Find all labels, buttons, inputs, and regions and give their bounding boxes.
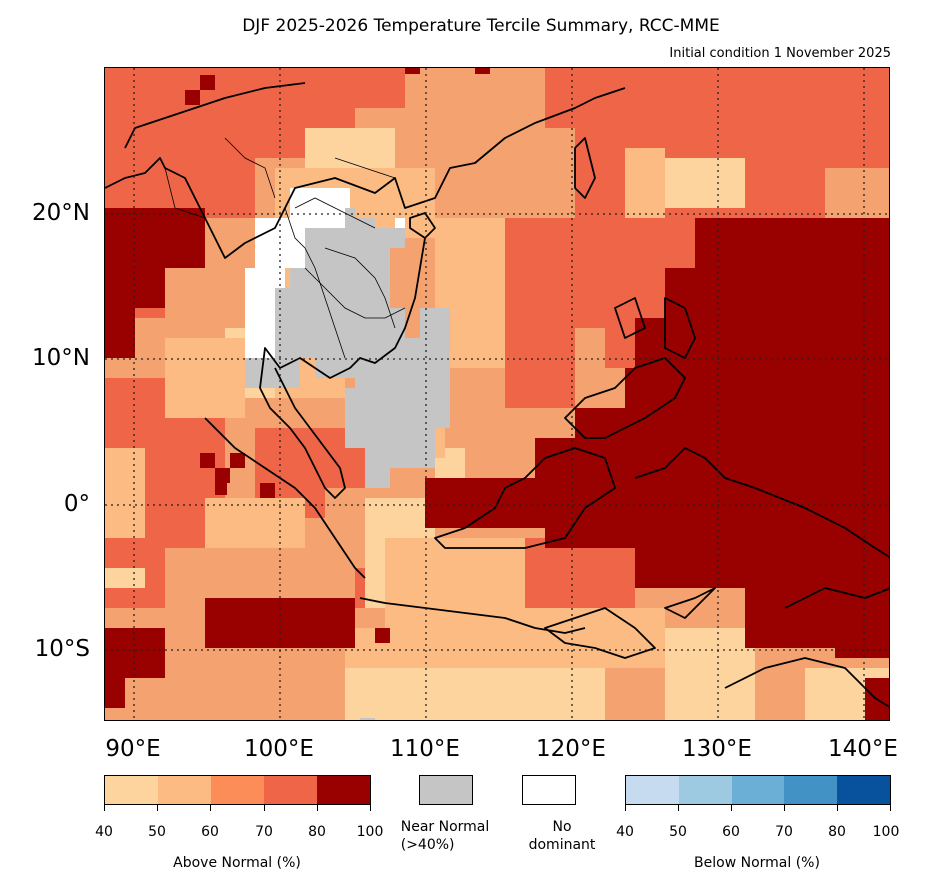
lon-label-120e: 120°E bbox=[536, 736, 606, 762]
below-normal-50-60-swatch bbox=[678, 776, 732, 804]
below-normal-title: Below Normal (%) bbox=[694, 855, 820, 871]
lat-label-10s: 10°S bbox=[34, 636, 90, 662]
map-canvas bbox=[105, 68, 889, 720]
near-normal-label: Near Normal (>40%) bbox=[400, 819, 490, 853]
gridlines bbox=[105, 68, 889, 720]
below-normal-40-50-swatch bbox=[626, 776, 679, 804]
lat-label-20n: 20°N bbox=[32, 200, 90, 226]
above-tick-80: 80 bbox=[308, 824, 326, 840]
above-normal-60-70-swatch bbox=[211, 776, 264, 804]
coastlines bbox=[105, 82, 889, 708]
above-normal-80-100-swatch bbox=[317, 776, 370, 804]
map-title: DJF 2025-2026 Temperature Tercile Summar… bbox=[242, 16, 720, 36]
below-tick-40: 40 bbox=[616, 824, 634, 840]
lon-label-130e: 130°E bbox=[682, 736, 752, 762]
above-normal-50-60-swatch bbox=[158, 776, 211, 804]
initial-condition-subtitle: Initial condition 1 November 2025 bbox=[669, 46, 891, 61]
near-normal-swatch bbox=[419, 775, 473, 805]
above-tick-40: 40 bbox=[95, 824, 113, 840]
no-dominant-label: No dominant bbox=[528, 819, 596, 853]
country-borders bbox=[164, 137, 406, 359]
above-80-100-regions bbox=[105, 68, 889, 720]
lon-label-90e: 90°E bbox=[105, 736, 161, 762]
below-normal-70-80-swatch bbox=[784, 776, 838, 804]
above-normal-40-50-swatch bbox=[105, 776, 158, 804]
lat-label-0: 0° bbox=[63, 491, 90, 517]
near-normal-regions bbox=[245, 208, 450, 720]
below-tick-100: 100 bbox=[872, 824, 900, 840]
above-normal-70-80-swatch bbox=[264, 776, 317, 804]
below-tick-50: 50 bbox=[669, 824, 687, 840]
below-normal-colorbar bbox=[625, 775, 891, 805]
below-tick-80: 80 bbox=[828, 824, 846, 840]
no-dominant-swatch bbox=[522, 775, 576, 805]
above-normal-colorbar bbox=[104, 775, 371, 805]
below-normal-60-70-swatch bbox=[731, 776, 785, 804]
above-normal-title: Above Normal (%) bbox=[173, 855, 301, 871]
above-tick-60: 60 bbox=[201, 824, 219, 840]
lon-label-140e: 140°E bbox=[828, 736, 898, 762]
lon-label-100e: 100°E bbox=[244, 736, 314, 762]
above-tick-50: 50 bbox=[148, 824, 166, 840]
below-tick-60: 60 bbox=[722, 824, 740, 840]
above-tick-70: 70 bbox=[255, 824, 273, 840]
tercile-map bbox=[104, 67, 890, 721]
above-tick-100: 100 bbox=[356, 824, 384, 840]
lon-label-110e: 110°E bbox=[390, 736, 460, 762]
below-tick-70: 70 bbox=[775, 824, 793, 840]
below-normal-80-100-swatch bbox=[837, 776, 890, 804]
lat-label-10n: 10°N bbox=[32, 345, 90, 371]
